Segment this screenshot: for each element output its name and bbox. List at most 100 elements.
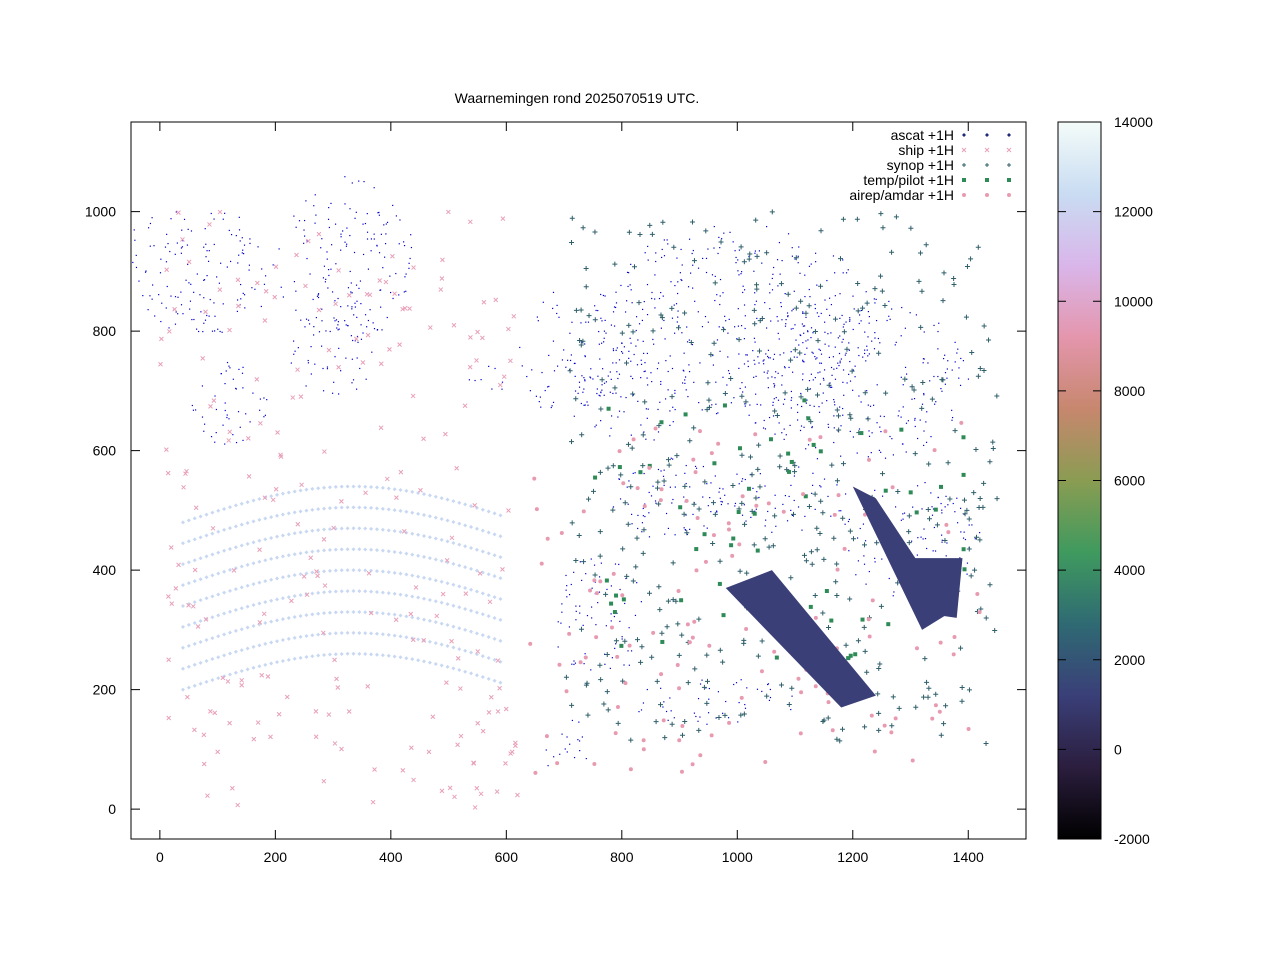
synop-point: [916, 278, 922, 284]
coastline-dot: [367, 319, 370, 322]
synop-point: [861, 624, 867, 630]
legend-marker: [961, 147, 967, 153]
coastline-dot: [758, 496, 760, 499]
ship-point: [365, 684, 371, 689]
coastline-dot: [667, 243, 669, 245]
legend-marker: [1006, 147, 1012, 153]
ascat-point: [286, 657, 291, 662]
coastline-dot: [945, 555, 947, 557]
airep-point: [694, 568, 699, 573]
temp-point: [768, 437, 773, 442]
coastline-dot: [892, 454, 894, 456]
coastline-dot: [566, 736, 568, 738]
airep-point: [695, 516, 700, 521]
synop-point: [754, 286, 760, 292]
coastline-dot: [337, 329, 339, 331]
airep-point: [832, 512, 837, 517]
coastline-dot: [664, 338, 666, 340]
coastline-dot: [392, 297, 394, 300]
coastline-dot: [830, 332, 832, 334]
ascat-point: [257, 643, 262, 648]
synop-point: [784, 467, 790, 473]
coastline-dot: [582, 391, 584, 393]
coastline-dot: [826, 308, 828, 310]
airep-point: [933, 703, 938, 708]
ascat-point: [216, 571, 221, 576]
coastline-dot: [644, 252, 646, 254]
coastline-dot: [334, 223, 337, 225]
coastline-dot: [762, 360, 764, 362]
ascat-point: [322, 548, 327, 553]
coastline-dot: [738, 701, 740, 704]
coastline-dot: [636, 582, 638, 584]
coastline-dot: [325, 330, 327, 332]
coastline-dot: [681, 332, 683, 334]
coastline-dot: [526, 375, 528, 378]
ascat-point: [492, 615, 497, 620]
synop-point: [847, 412, 853, 418]
legend-marker: [985, 178, 989, 182]
ship-point: [315, 573, 320, 579]
airep-point: [659, 672, 664, 677]
synop-point: [601, 701, 607, 707]
coastline-dot: [309, 273, 311, 275]
ascat-point: [292, 489, 297, 494]
synop-point: [689, 219, 695, 225]
airep-point: [737, 542, 742, 547]
ship-point: [301, 574, 307, 579]
coastline-dot: [916, 554, 918, 556]
coastline-dot: [630, 434, 632, 436]
coastline-dot: [878, 449, 881, 451]
synop-point: [647, 222, 653, 228]
coastline-dot: [249, 238, 251, 240]
synop-point: [710, 500, 716, 506]
synop-point: [876, 727, 882, 733]
airep-point: [890, 485, 895, 490]
airep-point: [796, 676, 801, 681]
coastline-dot: [892, 595, 894, 597]
coastline-dot: [154, 315, 156, 317]
ascat-point: [257, 538, 262, 543]
synop-point: [642, 399, 648, 405]
coastline-dot: [785, 323, 787, 325]
coastline-dot: [628, 627, 630, 629]
coastline-dot: [377, 212, 379, 214]
legend-marker: [985, 133, 989, 137]
coastline-dot: [531, 369, 533, 371]
synop-point: [757, 484, 763, 490]
synop-point: [634, 637, 640, 643]
synop-point: [679, 632, 685, 638]
coastline-dot: [605, 625, 607, 627]
coastline-dot: [547, 386, 549, 388]
coastline-dot: [724, 494, 726, 496]
ship-point: [314, 569, 319, 574]
ascat-point: [480, 591, 485, 596]
ascat-point: [251, 623, 256, 628]
coastline-dot: [837, 337, 839, 339]
coastline-dot: [848, 518, 850, 521]
synop-point: [976, 504, 982, 510]
ascat-point: [380, 611, 385, 616]
coastline-dot: [654, 274, 656, 276]
colorbar-tick-label: 14000: [1114, 114, 1153, 130]
coastline-dot: [586, 401, 588, 403]
coastline-dot: [615, 643, 617, 645]
ascat-point: [457, 542, 462, 547]
coastline-dot: [619, 620, 621, 623]
coastline-dot: [923, 394, 925, 396]
ship-point: [254, 377, 260, 382]
airep-point: [930, 716, 935, 721]
coastline-dot: [174, 323, 177, 325]
synop-point: [890, 694, 896, 700]
coastline-dot: [630, 375, 632, 377]
coastline-dot: [634, 472, 636, 474]
coastline-dot: [979, 531, 981, 534]
ship-point: [494, 789, 500, 794]
coastline-dot: [863, 555, 865, 557]
coastline-dot: [694, 465, 697, 468]
coastline-dot: [214, 441, 216, 443]
synop-point: [739, 452, 745, 458]
ascat-point: [433, 641, 438, 646]
ascat-point: [286, 553, 291, 558]
synop-point: [906, 529, 912, 535]
